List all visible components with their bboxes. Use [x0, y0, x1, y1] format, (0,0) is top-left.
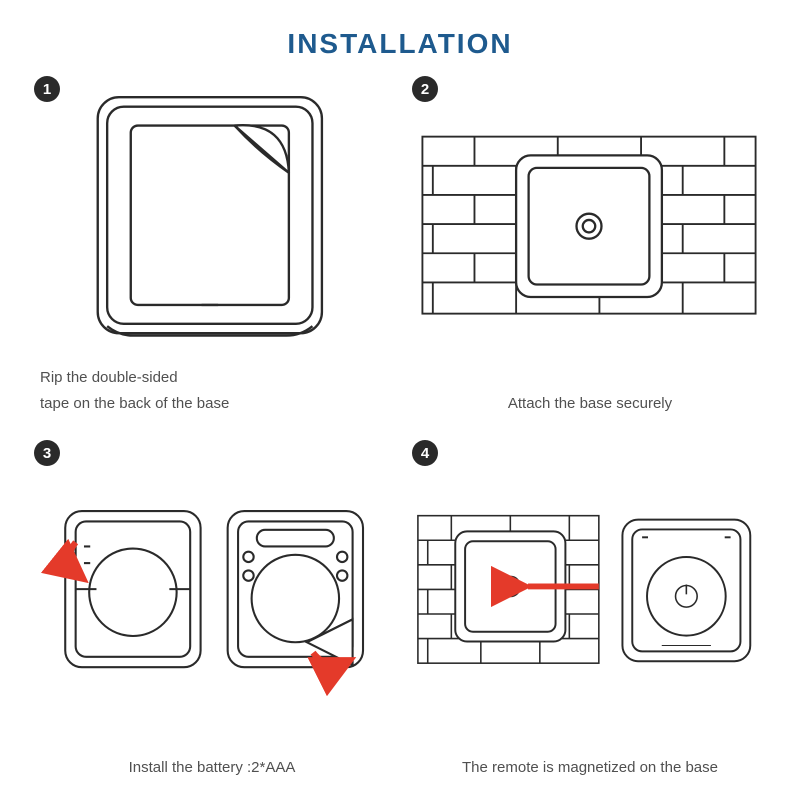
step-3-drawing [34, 440, 388, 749]
step-4-caption: The remote is magnetized on the base [412, 749, 766, 781]
step-1-caption: Rip the double-sidedtape on the back of … [34, 359, 388, 416]
step-2-caption: Attach the base securely [412, 385, 766, 417]
step-1-drawing [34, 76, 388, 359]
steps-grid: 1 Rip the double-sided [0, 76, 800, 800]
step-badge-3: 3 [34, 440, 60, 466]
page-title: INSTALLATION [0, 0, 800, 76]
step-4: 4 [412, 440, 766, 780]
step-3-caption: Install the battery :2*AAA [34, 749, 388, 781]
step-badge-2: 2 [412, 76, 438, 102]
step-badge-4: 4 [412, 440, 438, 466]
step-2: 2 [412, 76, 766, 416]
step-2-drawing [412, 76, 766, 385]
step-1: 1 Rip the double-sided [34, 76, 388, 416]
step-4-drawing [412, 440, 766, 749]
step-3: 3 [34, 440, 388, 780]
step-badge-1: 1 [34, 76, 60, 102]
